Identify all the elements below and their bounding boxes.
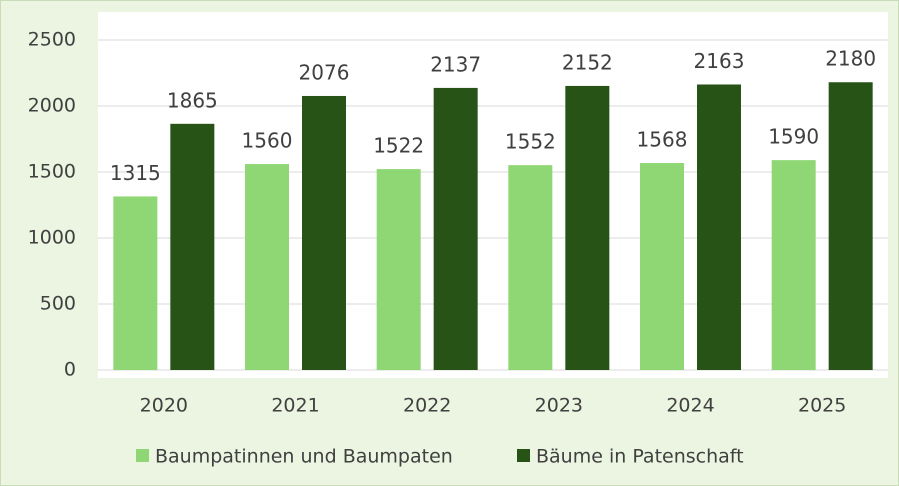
value-label: 1865 — [167, 88, 218, 112]
legend-swatch — [517, 449, 530, 462]
value-label: 2137 — [430, 52, 481, 76]
x-tick-label: 2020 — [140, 395, 188, 417]
y-tick-label: 2000 — [28, 95, 76, 117]
x-tick-label: 2025 — [798, 395, 846, 417]
x-tick-label: 2023 — [535, 395, 583, 417]
y-tick-label: 1000 — [28, 227, 76, 249]
value-label: 2076 — [299, 60, 350, 84]
value-label: 1568 — [637, 128, 688, 152]
legend-label: Bäume in Patenschaft — [536, 446, 744, 468]
bar — [828, 82, 873, 371]
bar — [376, 169, 421, 370]
bar — [697, 84, 741, 370]
legend-swatch — [136, 449, 149, 462]
y-tick-label: 500 — [40, 293, 76, 315]
value-label: 1522 — [373, 134, 424, 158]
y-tick-label: 2500 — [28, 29, 76, 51]
value-label: 2180 — [825, 47, 876, 71]
value-label: 2163 — [694, 49, 745, 73]
value-label: 1315 — [110, 161, 161, 185]
x-tick-label: 2024 — [666, 395, 714, 417]
value-label: 1590 — [768, 125, 819, 149]
bar — [433, 87, 478, 370]
x-tick-label: 2022 — [403, 395, 451, 417]
bar — [170, 123, 215, 370]
bar — [508, 165, 553, 370]
bar — [113, 196, 158, 370]
bar — [771, 160, 816, 370]
value-label: 2152 — [562, 50, 613, 74]
x-tick-label: 2021 — [271, 395, 319, 417]
bar — [302, 95, 346, 370]
plot-area — [98, 12, 888, 378]
legend-label: Baumpatinnen und Baumpaten — [155, 446, 453, 468]
bar — [245, 164, 289, 370]
bar — [640, 163, 684, 370]
y-tick-label: 1500 — [28, 161, 76, 183]
value-label: 1552 — [505, 130, 556, 154]
value-label: 1560 — [242, 129, 293, 153]
bar — [565, 85, 610, 370]
y-tick-label: 0 — [64, 359, 76, 381]
